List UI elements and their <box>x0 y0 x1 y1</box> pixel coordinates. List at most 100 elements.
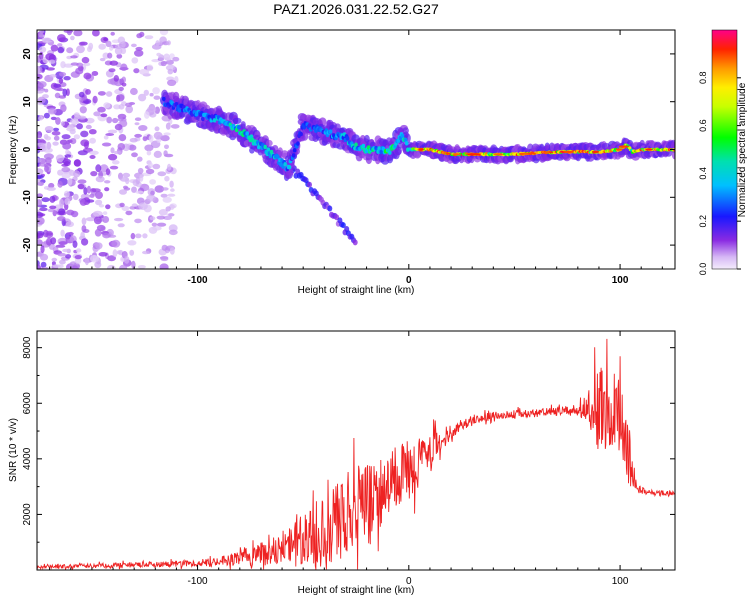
noise-blob <box>155 40 160 47</box>
spectrogram-marks <box>37 30 675 269</box>
noise-blob <box>167 193 176 197</box>
noise-blob <box>158 41 164 46</box>
noise-blob <box>115 44 123 50</box>
noise-blob <box>47 108 57 115</box>
noise-blob <box>160 135 170 142</box>
noise-blob <box>113 75 120 82</box>
noise-blob <box>39 51 44 60</box>
ridge-hotspot <box>645 148 653 151</box>
noise-blob <box>81 238 89 246</box>
noise-blob <box>108 68 116 73</box>
noise-region <box>37 30 180 269</box>
noise-blob <box>129 137 138 143</box>
noise-blob <box>77 150 88 156</box>
noise-blob <box>67 124 74 130</box>
noise-blob <box>98 204 105 208</box>
noise-blob <box>136 33 143 39</box>
noise-blob <box>73 134 81 140</box>
noise-blob <box>70 35 75 41</box>
ridge-halo <box>249 147 255 154</box>
noise-blob <box>47 208 55 213</box>
noise-blob <box>107 264 116 269</box>
ridge-halo <box>394 146 402 156</box>
noise-blob <box>76 123 83 130</box>
noise-blob <box>117 143 126 151</box>
snr-frame <box>36 330 676 571</box>
noise-blob <box>167 79 177 87</box>
noise-blob <box>160 256 169 262</box>
noise-blob <box>41 197 50 203</box>
noise-blob <box>59 199 64 207</box>
noise-blob <box>70 118 80 125</box>
noise-blob <box>165 206 171 212</box>
noise-blob <box>49 195 56 203</box>
noise-blob <box>65 254 72 259</box>
noise-blob <box>95 175 105 183</box>
noise-blob <box>164 175 170 182</box>
noise-blob <box>46 186 56 191</box>
ridge-core <box>403 137 408 143</box>
noise-blob <box>105 133 115 136</box>
branch-blob <box>340 222 346 229</box>
noise-blob <box>72 193 79 201</box>
ridge-core <box>162 96 166 102</box>
ridge-halo <box>265 139 273 147</box>
noise-blob <box>45 53 55 61</box>
colorbar-tick-label: 0.2 <box>698 215 708 228</box>
noise-blob <box>103 135 109 140</box>
noise-blob <box>77 179 87 184</box>
noise-blob <box>37 217 45 225</box>
noise-blob <box>104 180 111 184</box>
noise-blob <box>90 171 98 177</box>
noise-blob <box>64 154 72 158</box>
noise-blob <box>102 211 108 216</box>
noise-blob <box>131 203 138 208</box>
noise-blob <box>85 199 95 203</box>
noise-blob <box>103 37 108 42</box>
noise-blob <box>127 240 137 246</box>
ytick-label: 6000 <box>22 392 33 415</box>
noise-blob <box>135 176 141 185</box>
ridge-core <box>400 133 405 138</box>
noise-blob <box>58 78 64 84</box>
noise-blob <box>75 248 82 253</box>
noise-blob <box>83 72 92 80</box>
noise-blob <box>106 116 113 124</box>
spectrogram-ridge <box>160 89 675 181</box>
noise-blob <box>139 174 144 182</box>
ridge-hotspot <box>527 152 537 155</box>
noise-blob <box>163 150 168 157</box>
noise-blob <box>79 97 84 103</box>
noise-blob <box>77 115 87 120</box>
noise-blob <box>62 88 68 97</box>
ridge-hotspot <box>618 145 630 148</box>
noise-blob <box>154 126 160 132</box>
noise-blob <box>137 156 143 162</box>
branch-blob <box>307 181 312 188</box>
noise-blob <box>53 135 60 141</box>
noise-blob <box>113 150 122 155</box>
spectrogram-branch <box>290 165 358 246</box>
noise-blob <box>99 57 106 62</box>
ytick-label: 10 <box>22 96 33 108</box>
noise-blob <box>67 139 73 143</box>
noise-blob <box>46 232 53 236</box>
noise-blob <box>121 205 130 211</box>
noise-blob <box>137 167 144 174</box>
xtick-label: -100 <box>188 275 208 286</box>
spectrogram-ylabel: Frequency (Hz) <box>8 116 19 185</box>
noise-blob <box>130 232 136 240</box>
noise-blob <box>71 265 79 269</box>
noise-blob <box>105 91 113 97</box>
noise-blob <box>66 209 75 216</box>
noise-blob <box>160 193 168 198</box>
xtick-label: 100 <box>612 275 629 286</box>
noise-blob <box>153 95 161 100</box>
noise-blob <box>74 255 82 260</box>
noise-blob <box>94 261 102 269</box>
ytick-label: 8000 <box>22 336 33 359</box>
noise-blob <box>65 221 74 228</box>
noise-blob <box>50 44 59 52</box>
noise-blob <box>57 46 65 54</box>
